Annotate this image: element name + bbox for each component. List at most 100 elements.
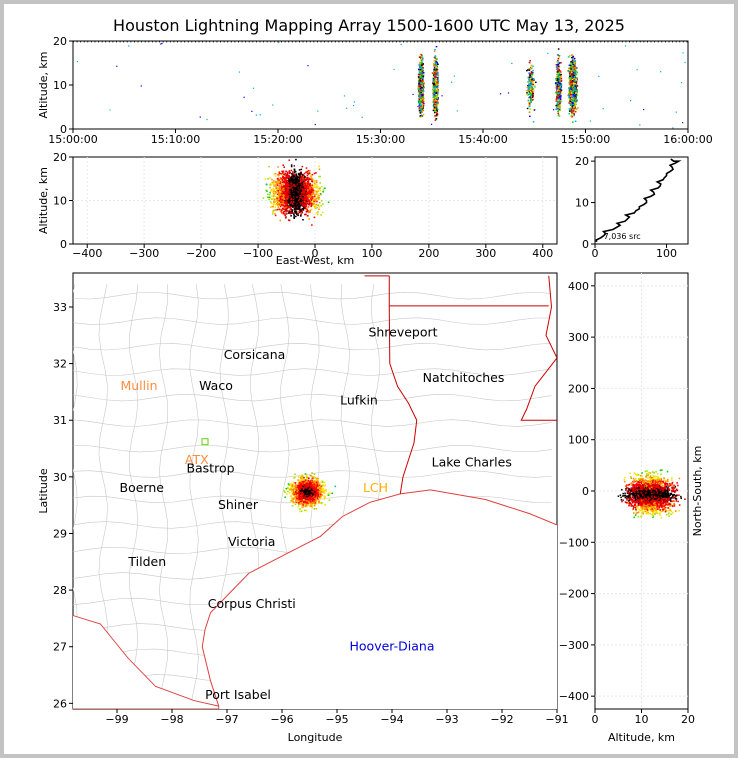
time-height-point bbox=[575, 108, 578, 111]
time-height-point bbox=[533, 79, 535, 81]
time-height-point bbox=[421, 57, 424, 60]
time-height-point bbox=[436, 70, 438, 72]
time-height-point bbox=[575, 77, 577, 79]
time-height-point bbox=[528, 115, 531, 118]
time-height-point bbox=[573, 112, 575, 115]
time-height-point bbox=[571, 65, 574, 67]
time-height-point bbox=[421, 85, 423, 87]
time-height-point bbox=[558, 78, 560, 80]
time-height-point bbox=[421, 108, 423, 110]
time-height-point bbox=[433, 93, 435, 95]
time-height-point bbox=[568, 93, 570, 95]
time-height-point bbox=[557, 78, 559, 80]
time-height-point bbox=[569, 75, 571, 78]
time-height-point bbox=[572, 103, 574, 106]
time-height-point bbox=[572, 99, 574, 101]
time-height-point bbox=[511, 62, 513, 65]
time-height-point bbox=[558, 114, 561, 117]
time-height-point bbox=[434, 88, 436, 90]
time-height-point bbox=[421, 97, 424, 100]
time-height-point bbox=[573, 68, 576, 70]
time-height-point bbox=[571, 71, 574, 74]
time-height-point bbox=[421, 81, 424, 83]
time-height-point bbox=[576, 100, 578, 102]
time-height-point bbox=[419, 80, 422, 82]
time-height-point bbox=[421, 77, 424, 80]
time-height-point bbox=[434, 100, 437, 103]
time-height-point bbox=[575, 67, 578, 69]
time-height-point bbox=[434, 75, 436, 77]
time-height-point bbox=[432, 95, 435, 97]
time-height-point bbox=[433, 68, 435, 71]
time-height-point bbox=[417, 87, 420, 89]
time-height-point bbox=[559, 70, 561, 72]
time-height-point bbox=[534, 86, 536, 88]
time-height-point bbox=[531, 85, 534, 87]
time-height-point bbox=[575, 88, 577, 90]
time-height-point bbox=[556, 106, 558, 109]
time-height-point bbox=[433, 101, 436, 103]
time-height-point bbox=[557, 75, 560, 77]
time-height-point bbox=[418, 110, 421, 112]
time-height-point bbox=[529, 75, 531, 77]
time-height-point bbox=[560, 73, 562, 76]
time-height-point bbox=[422, 63, 424, 66]
time-height-point bbox=[572, 72, 575, 75]
time-height-point bbox=[422, 67, 424, 69]
time-height-point bbox=[572, 77, 575, 79]
time-height-point bbox=[530, 64, 533, 66]
time-height-point bbox=[419, 115, 422, 118]
time-height-point bbox=[571, 74, 574, 76]
time-height-point bbox=[573, 57, 576, 60]
time-height-point bbox=[418, 83, 420, 86]
time-height-point bbox=[419, 72, 421, 74]
time-height-point bbox=[420, 67, 422, 70]
time-height-point bbox=[435, 63, 437, 65]
time-height-point bbox=[421, 107, 423, 109]
time-height-point bbox=[557, 99, 560, 101]
time-height-point bbox=[569, 103, 572, 106]
time-height-point bbox=[534, 85, 536, 87]
time-height-point bbox=[556, 99, 558, 101]
time-height-point bbox=[434, 119, 437, 121]
time-height-point bbox=[558, 72, 561, 75]
time-height-point bbox=[567, 56, 570, 58]
time-height-point bbox=[418, 104, 421, 106]
time-height-point bbox=[558, 82, 561, 84]
time-height-point bbox=[568, 77, 571, 79]
time-height-point bbox=[421, 80, 424, 82]
time-height-point bbox=[419, 108, 422, 110]
time-height-point bbox=[569, 73, 571, 76]
time-height-point bbox=[531, 78, 534, 80]
time-height-point bbox=[420, 83, 423, 86]
time-height-point bbox=[570, 66, 573, 69]
time-height-point bbox=[526, 69, 528, 72]
time-height-point bbox=[570, 97, 572, 100]
time-height-point bbox=[572, 72, 575, 74]
time-height-point bbox=[436, 63, 439, 65]
time-height-point bbox=[421, 69, 423, 71]
time-height-point bbox=[556, 68, 558, 71]
time-height-point bbox=[557, 90, 560, 93]
time-height-point bbox=[573, 77, 576, 79]
time-height-point bbox=[420, 90, 423, 93]
time-height-point bbox=[419, 59, 422, 61]
time-height-point bbox=[418, 78, 420, 81]
time-height-point bbox=[557, 67, 560, 69]
time-height-point bbox=[557, 72, 559, 74]
time-height-point bbox=[557, 69, 560, 72]
time-height-point bbox=[432, 109, 435, 112]
time-height-point bbox=[574, 70, 576, 72]
time-height-point bbox=[422, 104, 425, 107]
time-height-point bbox=[558, 89, 560, 92]
time-height-point bbox=[559, 109, 561, 112]
time-height-point bbox=[570, 56, 573, 59]
time-height-point bbox=[433, 109, 436, 111]
time-height-point bbox=[557, 74, 560, 77]
time-height-point bbox=[576, 77, 578, 79]
time-height-point bbox=[572, 107, 575, 110]
time-height-point bbox=[559, 104, 561, 106]
time-height-point bbox=[557, 104, 559, 107]
time-height-point bbox=[436, 81, 438, 84]
time-height-point bbox=[570, 80, 573, 82]
